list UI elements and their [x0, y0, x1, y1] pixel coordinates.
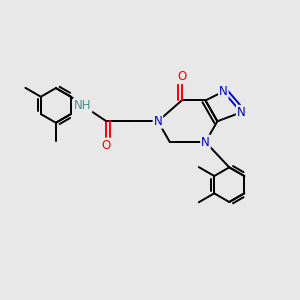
Text: O: O	[177, 70, 186, 83]
Text: N: N	[154, 115, 162, 128]
Text: N: N	[201, 136, 210, 148]
Text: N: N	[219, 85, 228, 98]
Text: N: N	[237, 106, 245, 119]
Text: NH: NH	[74, 99, 92, 112]
Text: O: O	[102, 139, 111, 152]
